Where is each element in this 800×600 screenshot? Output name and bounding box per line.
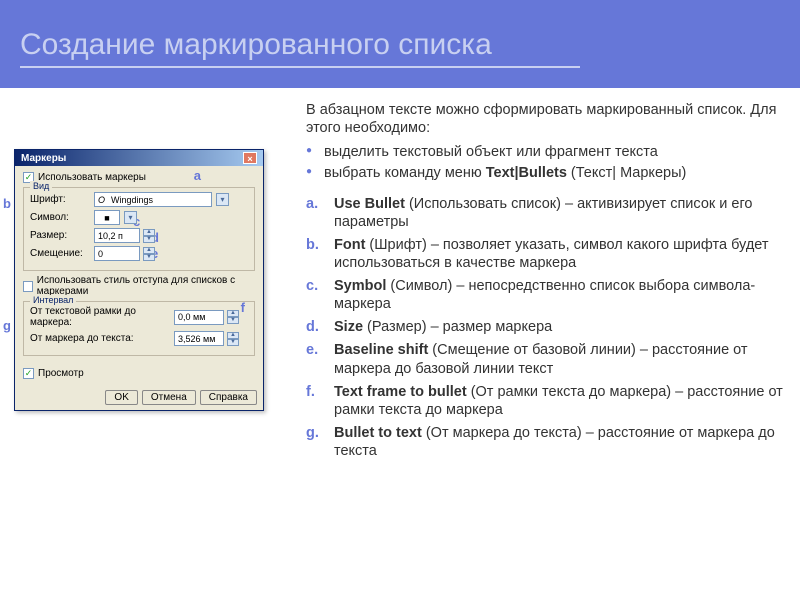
title-bar: Создание маркированного списка — [0, 0, 800, 89]
cancel-button[interactable]: Отмена — [142, 390, 196, 405]
style-indent-checkbox[interactable]: Использовать стиль отступа для списков с… — [23, 275, 255, 297]
preview-label: Просмотр — [38, 368, 84, 379]
use-bullet-checkbox[interactable]: ✓ Использовать маркеры — [23, 172, 255, 183]
content: a b c d e f g Маркеры × ✓ Использовать м… — [0, 89, 800, 475]
group-interval-title: Интервал — [30, 295, 76, 305]
shift-label: Смещение: — [30, 248, 90, 259]
checkbox-icon — [23, 281, 33, 292]
bt-field[interactable]: 3,526 мм — [174, 331, 224, 346]
list-item: b.Font (Шрифт) – позволяет указать, симв… — [306, 236, 786, 272]
group-interval: Интервал От текстовой рамки до маркера: … — [23, 301, 255, 356]
help-button[interactable]: Справка — [200, 390, 257, 405]
font-field[interactable]: O Wingdings — [94, 192, 212, 207]
bullets-dialog: a b c d e f g Маркеры × ✓ Использовать м… — [14, 149, 264, 411]
group-view: Вид Шрифт: O Wingdings ▾ Символ: ■ — [23, 187, 255, 271]
right-column: В абзацном тексте можно сформировать мар… — [286, 101, 786, 465]
tf-field[interactable]: 0,0 мм — [174, 310, 224, 325]
ann-b: b — [3, 196, 11, 211]
bullet-item: выбрать команду меню Text|Bullets (Текст… — [306, 164, 786, 182]
list-item: d.Size (Размер) – размер маркера — [306, 318, 786, 336]
font-value: Wingdings — [111, 195, 153, 205]
ann-a: a — [194, 168, 201, 183]
tf-spinner[interactable]: ▲▼ — [227, 310, 239, 324]
intro-bullets: выделить текстовый объект или фрагмент т… — [286, 143, 786, 182]
font-glyph-icon: O — [98, 195, 105, 205]
dialog-buttons: OK Отмена Справка — [15, 385, 263, 410]
preview-checkbox[interactable]: ✓ Просмотр — [15, 368, 263, 381]
menu-bold: Text|Bullets — [486, 165, 567, 181]
symbol-label: Символ: — [30, 212, 90, 223]
dialog-title-text: Маркеры — [21, 153, 66, 164]
definition-list: a.Use Bullet (Использовать список) – акт… — [286, 195, 786, 461]
checkbox-icon: ✓ — [23, 368, 34, 379]
list-item: e.Baseline shift (Смещение от базовой ли… — [306, 341, 786, 377]
group-view-title: Вид — [30, 181, 52, 191]
dialog-titlebar: Маркеры × — [15, 150, 263, 166]
bt-spinner[interactable]: ▲▼ — [227, 332, 239, 346]
chevron-down-icon[interactable]: ▾ — [124, 211, 137, 224]
list-item: g.Bullet to text (От маркера до текста) … — [306, 424, 786, 460]
list-item: c.Symbol (Символ) – непосредственно спис… — [306, 277, 786, 313]
dialog-body: ✓ Использовать маркеры Вид Шрифт: O Wing… — [15, 166, 263, 368]
font-label: Шрифт: — [30, 194, 90, 205]
close-icon[interactable]: × — [243, 152, 257, 164]
list-item: f.Text frame to bullet (От рамки текста … — [306, 383, 786, 419]
ok-button[interactable]: OK — [105, 390, 137, 405]
shift-spinner[interactable]: ▲▼ — [143, 247, 155, 261]
tf-label: От текстовой рамки до маркера: — [30, 306, 170, 328]
chevron-down-icon[interactable]: ▾ — [216, 193, 229, 206]
slide-title: Создание маркированного списка — [20, 28, 580, 68]
size-label: Размер: — [30, 230, 90, 241]
bt-label: От маркера до текста: — [30, 333, 170, 344]
ann-g: g — [3, 318, 11, 333]
intro-text: В абзацном тексте можно сформировать мар… — [286, 101, 786, 137]
style-indent-label: Использовать стиль отступа для списков с… — [37, 275, 255, 297]
size-spinner[interactable]: ▲▼ — [143, 229, 155, 243]
size-field[interactable]: 10,2 п — [94, 228, 140, 243]
shift-field[interactable]: 0 — [94, 246, 140, 261]
bullet-item: выделить текстовый объект или фрагмент т… — [306, 143, 786, 161]
list-item: a.Use Bullet (Использовать список) – акт… — [306, 195, 786, 231]
slide: Создание маркированного списка a b c d e… — [0, 0, 800, 600]
symbol-field[interactable]: ■ — [94, 210, 120, 225]
left-column: a b c d e f g Маркеры × ✓ Использовать м… — [14, 101, 274, 465]
use-bullet-label: Использовать маркеры — [38, 172, 146, 183]
